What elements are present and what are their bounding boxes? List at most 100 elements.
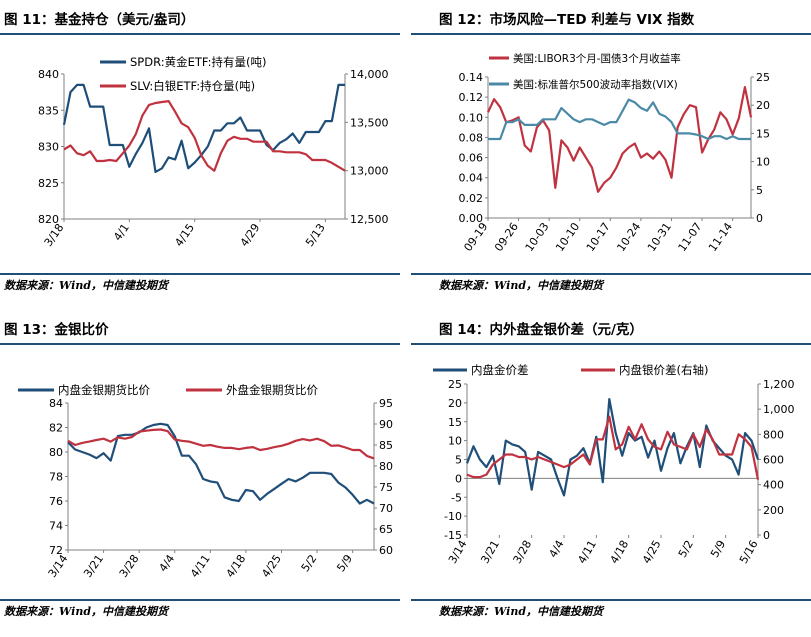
series-line-1 (465, 397, 760, 497)
legend-label: SLV:白银ETF:持仓量(吨) (130, 79, 255, 93)
y-tick-label-right: 5 (756, 184, 763, 197)
chart-panel-13: 图 13：金银比价 72 74 76 78 80 82 84 60 65 70 75 80 85 90 95… (0, 310, 400, 628)
chart-title: 图 12：市场风险—TED 利差与 VIX 指数 (439, 12, 695, 28)
y-tick-label-left: 0.04 (459, 172, 484, 185)
legend-label: SPDR:黄金ETF:持有量(吨) (130, 55, 266, 69)
source-note: 数据来源：Wind，中信建投期货 (439, 605, 604, 618)
y-tick-label-left: 5 (455, 454, 462, 467)
y-tick-label-left: 20 (448, 397, 462, 410)
x-tick-label: 10-31 (645, 220, 674, 254)
y-tick-label-left: 820 (38, 213, 59, 226)
y-tick-label-right: 800 (763, 428, 784, 441)
y-tick-label-left: 76 (49, 495, 63, 508)
x-tick-label: 09-26 (492, 220, 521, 254)
series-line-1 (487, 85, 753, 193)
y-tick-label-right: 15 (756, 127, 770, 140)
x-tick-label: 4/18 (224, 552, 249, 580)
x-tick-label: 4/11 (575, 538, 599, 566)
y-tick-label-right: 85 (379, 439, 393, 452)
y-tick-label-left: 72 (49, 544, 63, 557)
x-tick-label: 10-24 (614, 220, 643, 254)
series-line-1 (62, 83, 345, 173)
title-rule (0, 33, 400, 35)
y-tick-label-left: -15 (444, 529, 462, 542)
chart-14-svg: -15 -10 -5 0 5 10 15 20 25 0 200 400 600 800 1,000 1,20… (433, 363, 795, 566)
legend-label: 内盘金价差 (471, 363, 529, 377)
x-tick-label: 10-03 (523, 220, 552, 254)
y-tick-label-left: 0.06 (459, 152, 484, 165)
y-tick-label-left: 840 (38, 68, 59, 81)
legend-label: 内盘银价差(右轴) (619, 363, 708, 377)
y-tick-label-right: 25 (756, 71, 770, 84)
legend-label: 美国:标准普尔500波动率指数(VIX) (513, 78, 678, 91)
series-line-2 (67, 428, 375, 460)
source-note: 数据来源：Wind，中信建投期货 (4, 605, 169, 618)
x-tick-label: 11-07 (676, 220, 705, 254)
x-tick-label: 4/25 (259, 552, 284, 580)
source-note: 数据来源：Wind，中信建投期货 (439, 279, 604, 292)
y-tick-label-right: 13,500 (350, 116, 389, 129)
y-tick-label-left: 84 (49, 397, 63, 410)
x-tick-label: 3/28 (511, 538, 535, 566)
y-tick-label-left: 82 (49, 422, 63, 435)
chart-12-svg: 0.00 0.02 0.04 0.06 0.08 0.10 0.12 0.14 0 5 10 15 20… (459, 52, 771, 254)
chart-panel-11: 图 11：基金持仓（美元/盎司） 820 825 830 835 840 12,500 13… (0, 0, 400, 318)
y-tick-label-left: 0.00 (459, 212, 484, 225)
y-tick-label-right: 90 (379, 418, 393, 431)
y-tick-label-right: 600 (763, 454, 784, 467)
legend-label: 内盘金银期货比价 (58, 383, 150, 397)
y-tick-label-left: 74 (49, 520, 63, 533)
y-tick-label-right: 14,000 (350, 68, 389, 81)
series-line-2 (63, 99, 346, 172)
x-tick-label: 3/28 (117, 552, 142, 580)
y-tick-label-left: 825 (38, 177, 59, 190)
y-tick-label-right: 60 (379, 544, 393, 557)
y-tick-label-right: 200 (763, 504, 784, 517)
y-tick-label-right: 20 (756, 99, 770, 112)
y-tick-label-left: 78 (49, 471, 63, 484)
y-tick-label-left: 0.14 (459, 71, 484, 84)
y-tick-label-right: 10 (756, 156, 770, 169)
y-tick-label-left: -10 (444, 510, 462, 523)
source-rule (0, 599, 400, 601)
legend-label: 美国:LIBOR3个月-国债3个月收益率 (513, 52, 681, 65)
y-tick-label-left: 0 (455, 472, 462, 485)
y-tick-label-left: 835 (38, 104, 59, 117)
y-tick-label-right: 75 (379, 481, 393, 494)
y-tick-label-right: 1,000 (763, 403, 795, 416)
y-tick-label-right: 65 (379, 523, 393, 536)
chart-title: 图 11：基金持仓（美元/盎司） (4, 12, 195, 28)
x-tick-label: 4/4 (546, 538, 566, 560)
x-tick-label: 5/13 (303, 221, 328, 249)
chart-title: 图 13：金银比价 (4, 322, 109, 338)
x-tick-label: 11-14 (706, 220, 735, 254)
y-tick-label-right: 95 (379, 397, 393, 410)
y-tick-label-left: 25 (448, 378, 462, 391)
chart-panel-12: 图 12：市场风险—TED 利差与 VIX 指数 0.00 0.02 0.04 0.0… (411, 0, 811, 318)
y-tick-label-left: 830 (38, 141, 59, 154)
series-line-2 (488, 98, 751, 141)
chart-title: 图 14：内外盘金银价差（元/克） (439, 322, 643, 338)
x-tick-label: 3/21 (81, 552, 106, 580)
y-tick-label-right: 0 (763, 529, 770, 542)
y-tick-label-right: 0 (756, 212, 763, 225)
y-tick-label-right: 1,200 (763, 378, 795, 391)
source-rule (0, 273, 400, 275)
chart-11-svg: 82082583083584012,50013,00013,50014,0003… (38, 55, 389, 249)
y-tick-label-right: 80 (379, 460, 393, 473)
title-rule (0, 343, 400, 345)
series-line-2 (466, 415, 760, 480)
x-tick-label: 5/9 (708, 538, 728, 560)
x-tick-label: 10-17 (584, 220, 613, 254)
chart-panel-14: 图 14：内外盘金银价差（元/克） -15 -10 -5 0 5 10 15 20 25 0 200… (411, 310, 811, 628)
y-tick-label-right: 13,000 (350, 165, 389, 178)
y-tick-label-left: 0.02 (459, 192, 484, 205)
y-tick-label-left: 10 (448, 435, 462, 448)
x-tick-label: 5/16 (737, 538, 761, 566)
y-tick-label-left: 0.08 (459, 131, 484, 144)
x-tick-label: 10-10 (553, 220, 582, 254)
x-tick-label: 5/2 (299, 552, 320, 574)
y-tick-label-left: -5 (451, 491, 462, 504)
source-rule (411, 273, 811, 275)
